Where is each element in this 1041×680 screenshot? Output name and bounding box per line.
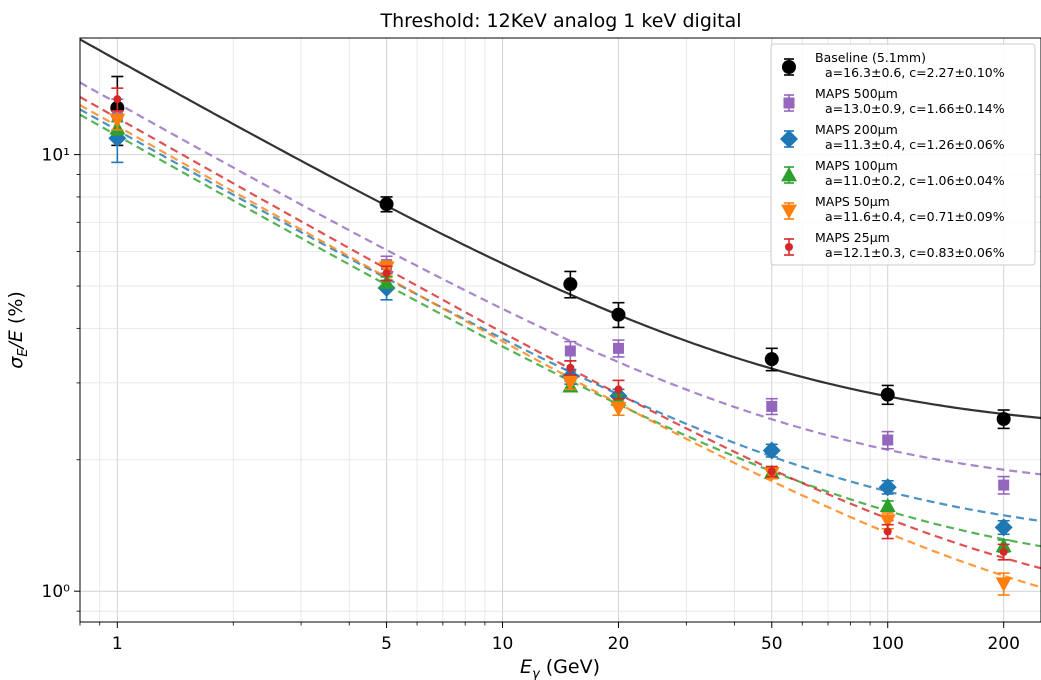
axis-ticks: 1 5 10 20 50 100 200 10⁰ 10¹ [42, 146, 1020, 654]
data-points [108, 75, 1013, 596]
legend-marker [782, 60, 796, 74]
data-point [878, 478, 897, 497]
data-point [883, 527, 892, 536]
fit-curve-1 [79, 81, 1041, 476]
x-axis-label: Eγ (GeV) [520, 656, 600, 680]
data-point [562, 376, 579, 391]
legend-fit-label: a=13.0±0.9, c=1.66±0.14% [825, 101, 1005, 116]
data-point [109, 113, 126, 129]
legend-box [770, 43, 1036, 266]
data-point [762, 441, 781, 460]
data-point [766, 400, 778, 412]
data-point [767, 467, 776, 476]
data-point [563, 277, 578, 292]
data-point [999, 547, 1008, 556]
series-5 [111, 87, 1010, 561]
data-point [764, 352, 779, 367]
legend-series-name: MAPS 25μm [815, 230, 890, 245]
fit-curve-2 [79, 108, 1041, 522]
legend-series-name: MAPS 50μm [815, 194, 890, 209]
legend-fit-label: a=12.1±0.3, c=0.83±0.06% [825, 245, 1005, 260]
x-tick-label: 200 [987, 634, 1019, 654]
legend-fit-label: a=16.3±0.6, c=2.27±0.10% [825, 65, 1005, 80]
x-tick-label: 100 [871, 634, 903, 654]
data-point [614, 385, 623, 394]
y-tick-label: 10¹ [42, 146, 70, 166]
legend-fit-label: a=11.3±0.4, c=1.26±0.06% [825, 137, 1005, 152]
fit-curve-3 [79, 113, 1041, 548]
legend-fit-label: a=11.6±0.4, c=0.71±0.09% [825, 209, 1005, 224]
data-point [379, 197, 394, 212]
legend-marker [781, 204, 797, 219]
data-point [998, 479, 1010, 491]
fit-curve-4 [79, 104, 1041, 589]
data-point [612, 342, 624, 354]
y-axis-label: σE/E (%) [5, 291, 31, 369]
legend-marker [783, 97, 795, 109]
data-point [382, 269, 391, 278]
x-tick-label: 50 [761, 634, 783, 654]
data-point [994, 518, 1013, 537]
x-tick-label: 10 [492, 634, 514, 654]
plot-frame [79, 37, 1041, 623]
legend-series-name: MAPS 200μm [815, 122, 898, 137]
data-point [611, 307, 626, 322]
data-point [882, 434, 894, 446]
data-point [610, 402, 627, 417]
data-point [879, 497, 896, 513]
legend-marker [785, 243, 793, 251]
data-point [880, 387, 895, 402]
x-tick-label: 5 [381, 634, 392, 654]
y-tick-label: 10⁰ [42, 582, 71, 602]
legend-series-name: MAPS 500μm [815, 86, 898, 101]
x-tick-label: 20 [608, 634, 630, 654]
legend-fit-label: a=11.0±0.2, c=1.06±0.04% [825, 173, 1005, 188]
data-point [564, 345, 576, 357]
chart-title: Threshold: 12KeV analog 1 keV digital [379, 10, 741, 32]
legend-series-name: MAPS 100μm [815, 158, 898, 173]
legend-marker [781, 167, 797, 182]
data-point [566, 363, 575, 372]
legend: Baseline (5.1mm)a=16.3±0.6, c=2.27±0.10%… [770, 43, 1036, 266]
legend-series-name: Baseline (5.1mm) [815, 50, 926, 65]
data-point [879, 514, 896, 529]
data-point [378, 274, 395, 289]
data-point [113, 95, 122, 104]
data-point [996, 411, 1011, 426]
legend-marker [780, 130, 798, 148]
x-tick-label: 1 [112, 634, 123, 654]
data-point [995, 577, 1012, 592]
